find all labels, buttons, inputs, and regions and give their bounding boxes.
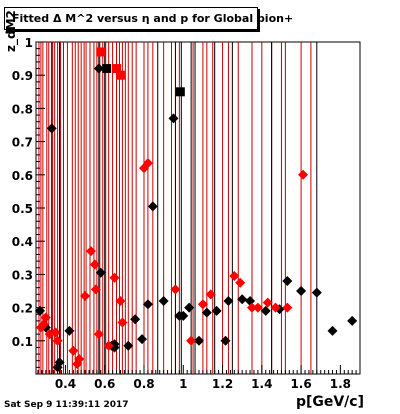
data-point bbox=[205, 289, 216, 300]
data-point bbox=[90, 284, 101, 295]
y-tick-label: 0.1 bbox=[12, 335, 33, 349]
y-tick-label: 0.3 bbox=[12, 268, 33, 282]
data-point bbox=[282, 276, 293, 287]
data-point bbox=[109, 272, 120, 283]
data-point bbox=[74, 354, 85, 365]
x-tick-label: 0.4 bbox=[55, 377, 76, 391]
data-point bbox=[270, 302, 281, 313]
data-point bbox=[93, 329, 104, 340]
data-point bbox=[296, 286, 307, 296]
y-tick-label: 0.4 bbox=[12, 235, 33, 249]
timestamp: Sat Sep 9 11:39:11 2017 bbox=[4, 400, 129, 410]
data-point bbox=[46, 123, 57, 134]
data-point bbox=[298, 169, 309, 180]
y-tick-label: 0.7 bbox=[12, 136, 33, 150]
data-point bbox=[170, 284, 181, 295]
data-point bbox=[123, 340, 134, 351]
data-point bbox=[237, 294, 248, 305]
data-point bbox=[262, 297, 273, 308]
data-point bbox=[168, 113, 179, 124]
y-tick-label: 0.2 bbox=[12, 302, 33, 316]
x-tick-label: 1.2 bbox=[212, 377, 233, 391]
data-points bbox=[34, 47, 358, 373]
x-tick-label: 0.8 bbox=[133, 377, 154, 391]
data-point bbox=[40, 312, 51, 323]
data-point bbox=[184, 302, 195, 313]
data-point bbox=[112, 64, 122, 74]
data-point bbox=[201, 307, 212, 318]
data-point bbox=[311, 287, 322, 298]
data-point bbox=[142, 299, 153, 310]
data-point bbox=[52, 335, 63, 346]
data-point bbox=[137, 334, 148, 345]
data-point bbox=[220, 335, 231, 346]
data-point bbox=[235, 277, 246, 288]
x-tick-label: 1 bbox=[179, 377, 187, 391]
data-point bbox=[327, 325, 338, 336]
data-point bbox=[147, 201, 158, 212]
data-point bbox=[50, 327, 61, 338]
x-tick-label: 1.4 bbox=[251, 377, 272, 391]
data-point bbox=[158, 295, 169, 306]
y-tick-label: 0.8 bbox=[12, 102, 33, 116]
data-point bbox=[68, 345, 79, 356]
data-point bbox=[115, 70, 125, 80]
data-point bbox=[85, 246, 96, 257]
x-axis-title: p[GeV/c] bbox=[295, 394, 364, 410]
y-tick-label: 1 bbox=[25, 36, 33, 50]
data-point bbox=[117, 317, 128, 328]
data-point bbox=[93, 63, 104, 74]
x-axis-ticks: 0.4 0.6 0.8 1 1.2 1.4 1.6 1.8 bbox=[37, 365, 361, 391]
y-tick-label: 0.5 bbox=[12, 202, 33, 216]
x-tick-label: 1.8 bbox=[330, 377, 351, 391]
data-point bbox=[142, 158, 153, 169]
data-point bbox=[347, 315, 358, 326]
data-point bbox=[178, 310, 189, 321]
data-point bbox=[103, 340, 114, 351]
data-point bbox=[175, 87, 185, 97]
y-tick-label: 0.6 bbox=[12, 169, 33, 183]
data-point bbox=[247, 302, 257, 313]
y-axis-title: z_dM2 bbox=[4, 10, 18, 52]
data-point bbox=[252, 302, 263, 313]
data-point bbox=[64, 325, 75, 336]
data-point bbox=[197, 299, 208, 310]
data-point bbox=[193, 335, 204, 346]
data-point bbox=[223, 295, 234, 306]
data-point bbox=[186, 335, 197, 346]
x-tick-label: 0.6 bbox=[94, 377, 115, 391]
data-point bbox=[115, 295, 126, 306]
data-point bbox=[282, 302, 293, 313]
data-point bbox=[80, 290, 91, 301]
data-point bbox=[34, 305, 45, 316]
data-point bbox=[130, 314, 141, 325]
data-point bbox=[260, 305, 271, 316]
x-tick-label: 1.6 bbox=[290, 377, 311, 391]
data-point bbox=[211, 305, 222, 316]
data-point bbox=[95, 267, 106, 278]
data-point bbox=[54, 357, 65, 368]
chart-title: Fitted Δ M^2 versus η and p for Global p… bbox=[4, 7, 293, 30]
y-tick-label: 0.9 bbox=[12, 69, 33, 83]
data-point bbox=[89, 259, 100, 270]
data-point bbox=[96, 47, 106, 57]
data-point bbox=[229, 271, 240, 282]
data-point bbox=[102, 64, 112, 74]
y-axis-ticks: 0.1 0.2 0.3 0.4 0.5 0.6 0.7 0.8 0.9 1 bbox=[12, 36, 45, 368]
